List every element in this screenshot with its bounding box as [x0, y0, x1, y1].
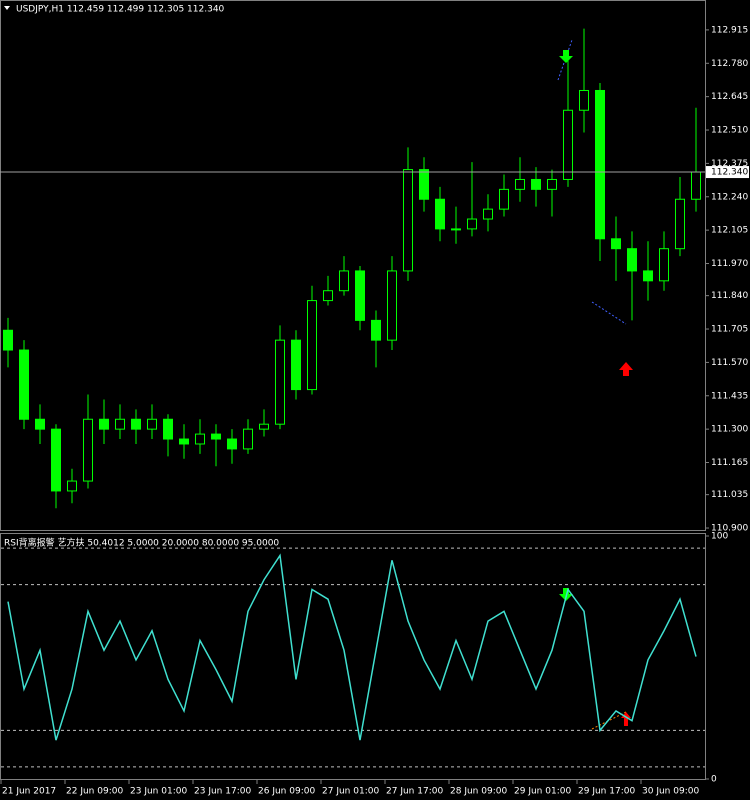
candle-body — [19, 349, 29, 420]
candle-body — [35, 418, 45, 430]
candle-body — [291, 339, 301, 391]
candle-body — [483, 208, 493, 220]
menu-triangle[interactable] — [4, 6, 10, 10]
indicator-pane-border — [0, 533, 706, 780]
candle-body — [451, 228, 461, 231]
y-tick-label: 112.240 — [711, 192, 748, 202]
y-tick-label: 111.705 — [711, 325, 748, 335]
candle-body — [307, 300, 317, 391]
x-tick-label: 23 Jun 17:00 — [194, 787, 251, 797]
candle-body — [563, 109, 573, 180]
candle-body — [419, 169, 429, 200]
candle-body — [227, 438, 237, 450]
candle-body — [643, 270, 653, 282]
y-tick-label: 112.780 — [711, 59, 748, 69]
x-tick-label: 28 Jun 09:00 — [450, 787, 507, 797]
candle-body — [147, 418, 157, 430]
y-tick-label: 112.105 — [711, 226, 748, 236]
candle-body — [675, 198, 685, 250]
price-pane-border — [0, 0, 706, 531]
x-tick-label: 30 Jun 09:00 — [642, 787, 699, 797]
candle-body — [83, 418, 93, 482]
candle-body — [115, 418, 125, 430]
y-tick-label: 112.915 — [711, 25, 748, 35]
candle-body — [3, 329, 13, 351]
candle-body — [435, 198, 445, 230]
y-tick-label: 112.645 — [711, 92, 748, 102]
x-tick-label: 21 Jun 2017 — [2, 787, 56, 797]
buy-arrow — [619, 362, 633, 376]
y-tick-label: 111.165 — [711, 458, 748, 468]
candle-body — [275, 339, 285, 425]
candle-body — [131, 418, 141, 430]
candle-body — [691, 171, 701, 200]
x-tick-label: 29 Jun 01:00 — [514, 787, 571, 797]
candle-body — [547, 178, 557, 190]
y-tick-label: 111.300 — [711, 425, 748, 435]
candle-body — [323, 290, 333, 302]
candle-body — [627, 248, 637, 272]
candle-body — [659, 248, 669, 282]
candle-body — [403, 169, 413, 272]
indicator-line — [7, 553, 697, 741]
y-tick-label: 111.840 — [711, 291, 748, 301]
candle-body — [51, 428, 61, 492]
candle-body — [163, 418, 173, 440]
divergence-line — [591, 301, 627, 325]
y-tick-label: 112.510 — [711, 126, 748, 136]
y-tick-label: 111.970 — [711, 259, 748, 269]
candle-body — [387, 270, 397, 341]
candle-body — [195, 433, 205, 445]
candle-body — [259, 423, 269, 430]
candle-body — [179, 438, 189, 445]
sell-arrow — [559, 50, 573, 63]
x-tick-label: 27 Jun 01:00 — [322, 787, 379, 797]
y-tick-label: 111.035 — [711, 490, 748, 500]
current-price-box — [706, 166, 749, 179]
x-tick-label: 29 Jun 17:00 — [578, 787, 635, 797]
y-tick-label: 111.435 — [711, 391, 748, 401]
x-tick-label: 23 Jun 01:00 — [130, 787, 187, 797]
candle-body — [67, 480, 77, 492]
candle-body — [243, 428, 253, 450]
candle-body — [579, 89, 589, 111]
candle-body — [515, 178, 525, 190]
candle-body — [355, 270, 365, 321]
indicator-title: RSI背离报警 艺方扶 50.4012 5.0000 20.0000 80.00… — [4, 537, 279, 549]
y2-tick-label: 100 — [711, 532, 728, 542]
candle-body — [499, 188, 509, 210]
y-tick-label: 111.570 — [711, 358, 748, 368]
y2-tick-label: 0 — [711, 775, 717, 785]
candle-body — [531, 178, 541, 190]
candle-body — [467, 218, 477, 230]
current-price-label: 112.340 — [711, 168, 748, 178]
y-tick-label: 112.375 — [711, 159, 748, 169]
candle-body — [595, 89, 605, 240]
candle-body — [371, 319, 381, 341]
x-tick-label: 26 Jun 09:00 — [258, 787, 315, 797]
candle-body — [211, 433, 221, 440]
y-tick-label: 110.900 — [711, 524, 748, 534]
candle-body — [339, 270, 349, 292]
candle-body — [99, 418, 109, 430]
x-tick-label: 22 Jun 09:00 — [66, 787, 123, 797]
candle-body — [611, 238, 621, 250]
x-tick-label: 27 Jun 17:00 — [386, 787, 443, 797]
chart-title: USDJPY,H1 112.459 112.499 112.305 112.34… — [16, 5, 225, 15]
